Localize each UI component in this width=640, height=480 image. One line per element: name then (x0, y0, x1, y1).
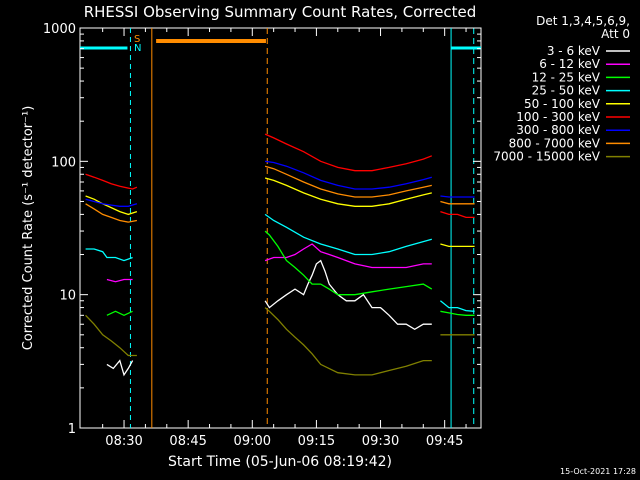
x-axis-label: Start Time (05-Jun-06 08:19:42) (168, 454, 392, 470)
x-tick-label-4: 09:30 (362, 434, 399, 449)
legend-label-7: 800 - 7000 keV (509, 136, 601, 150)
series-5-segment-1 (264, 133, 433, 172)
legend-label-6: 300 - 800 keV (516, 123, 600, 137)
y-tick-label-3: 1000 (43, 22, 76, 37)
series-4-segment-1 (264, 177, 432, 207)
event-markers (80, 28, 481, 428)
series-1-segment-1 (264, 243, 432, 269)
legend-label-3: 25 - 50 keV (532, 84, 601, 98)
annotation-n: N (134, 43, 141, 54)
series-8-segment-0 (85, 314, 137, 357)
chart-title: RHESSI Observing Summary Count Rates, Co… (84, 3, 477, 21)
series-4-segment-0 (85, 195, 138, 216)
x-tick-label-1: 08:45 (169, 434, 206, 449)
legend-label-1: 6 - 12 keV (539, 57, 601, 71)
series-6-segment-1 (265, 160, 432, 190)
series-2-segment-1 (264, 230, 433, 296)
plot-area: 08:30 08:45 09:00 09:15 09:30 09:45 1 10 100 100… (43, 22, 482, 449)
series-6-segment-0 (85, 198, 138, 207)
series-2-segment-0 (106, 310, 133, 317)
series-5-segment-2 (440, 210, 475, 219)
plot-frame (79, 27, 482, 429)
series-0-segment-1 (264, 259, 432, 331)
legend-label-2: 12 - 25 keV (532, 70, 601, 84)
series-4-segment-2 (440, 243, 475, 248)
x-tick-label-0: 08:30 (105, 434, 142, 449)
y-tick-label-1: 10 (59, 289, 76, 304)
footer-timestamp: 15-Oct-2021 17:28 (560, 467, 636, 476)
x-tick-label-3: 09:15 (298, 434, 335, 449)
series-3-segment-0 (85, 248, 133, 262)
legend-header-line-1: Det 1,3,4,5,6,9, (536, 14, 630, 28)
series-group (85, 133, 475, 377)
x-tick-label-2: 09:00 (234, 434, 271, 449)
series-1-segment-0 (106, 278, 133, 283)
legend-header-line-2: Att 0 (601, 27, 630, 41)
series-3-segment-2 (439, 300, 475, 312)
y-axis-label-text: Corrected Count Rate (s⁻¹ detector⁻¹) (21, 106, 36, 351)
series-8-segment-1 (264, 307, 432, 376)
series-6-segment-2 (440, 195, 475, 198)
x-tick-label-5: 09:45 (426, 434, 463, 449)
legend-label-5: 100 - 300 keV (516, 110, 600, 124)
legend-label-8: 7000 - 15000 keV (493, 150, 600, 164)
series-7-segment-1 (264, 165, 432, 198)
y-tick-label-2: 100 (51, 155, 76, 170)
legend-label-0: 3 - 6 keV (547, 44, 601, 58)
series-7-segment-0 (85, 203, 138, 223)
y-tick-label-0: 1 (68, 422, 76, 437)
series-7-segment-2 (440, 200, 475, 205)
y-axis-label: Corrected Count Rate (s⁻¹ detector⁻¹) (21, 106, 36, 351)
legend-label-4: 50 - 100 keV (524, 97, 601, 111)
series-5-segment-0 (85, 173, 138, 190)
series-0-segment-0 (106, 359, 134, 377)
series-3-segment-1 (264, 213, 432, 256)
annotation-s: S (134, 34, 140, 45)
series-2-segment-2 (440, 310, 475, 316)
x-axis-ticks: 08:30 08:45 09:00 09:15 09:30 09:45 (102, 28, 467, 449)
y-axis-ticks: 1 10 100 1000 (43, 22, 481, 437)
